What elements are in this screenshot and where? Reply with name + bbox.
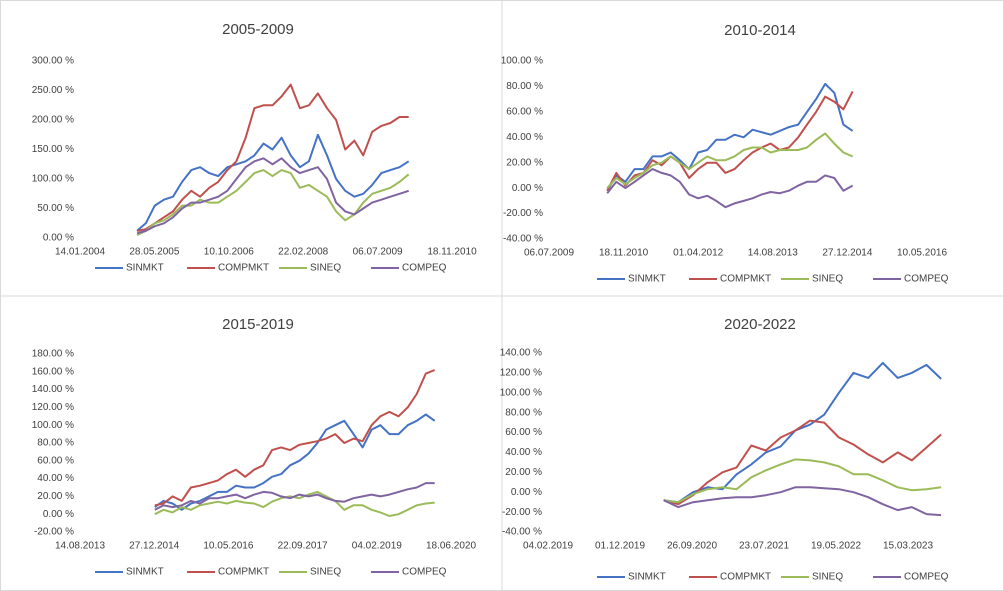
y-tick-label: 120.00 % [500,368,542,379]
chart-title: 2015-2019 [222,316,294,333]
series-line [136,157,410,235]
legend-label: COMPMKT [720,274,771,285]
y-tick-label: 0.00 % [43,233,74,244]
x-tick-label: 18.06.2020 [426,541,476,552]
series-line [663,458,942,504]
y-tick-label: 50.00 % [37,203,74,214]
y-tick-label: 40.00 % [505,447,542,458]
y-tick-label: 60.00 % [37,455,74,466]
y-tick-label: -20.00 % [502,507,542,518]
y-tick-label: 100.00 % [32,174,74,185]
legend-label: COMPEQ [402,263,447,274]
y-tick-label: 80.00 % [505,407,542,418]
y-tick-label: 60.00 % [505,427,542,438]
y-tick-label: -40.00 % [503,234,543,245]
legend-label: SINEQ [310,263,341,274]
x-tick-label: 04.02.2019 [523,541,573,552]
legend-label: SINMKT [628,274,666,285]
x-tick-label: 27.12.2014 [129,541,179,552]
x-tick-label: 01.04.2012 [673,248,723,259]
x-tick-label: 14.08.2013 [748,248,798,259]
legend-label: SINEQ [812,274,843,285]
legend-label: SINEQ [812,572,843,583]
y-tick-label: 80.00 % [37,438,74,449]
y-tick-label: 20.00 % [506,157,543,168]
y-tick-label: -20.00 % [503,208,543,219]
x-tick-label: 10.10.2006 [204,247,254,258]
y-tick-label: 0.00 % [512,183,543,194]
y-tick-label: 180.00 % [32,349,74,360]
series-line [663,419,942,506]
legend-label: COMPMKT [218,567,269,578]
y-tick-label: 20.00 % [505,467,542,478]
legend-label: SINEQ [310,567,341,578]
x-tick-label: 18.11.2010 [599,248,649,259]
series-line [663,486,942,517]
x-tick-label: 06.07.2009 [524,248,574,259]
series-line [606,91,854,192]
x-tick-label: 06.07.2009 [353,247,403,258]
series-line [136,83,409,232]
series-line [136,133,410,232]
y-tick-label: 60.00 % [506,106,543,117]
x-tick-label: 18.11.2010 [427,247,477,258]
x-tick-label: 15.03.2023 [883,541,933,552]
chart-title: 2005-2009 [222,21,294,38]
x-tick-label: 14.01.2004 [55,247,105,258]
series-line [154,482,435,511]
y-tick-label: 150.00 % [32,144,74,155]
legend-label: SINMKT [126,567,164,578]
y-tick-label: 160.00 % [32,366,74,377]
y-tick-label: 120.00 % [32,402,74,413]
x-tick-label: 23.07.2021 [739,541,789,552]
y-tick-label: -40.00 % [502,527,542,538]
x-tick-label: 28.05.2005 [129,247,179,258]
y-tick-label: 0.00 % [511,487,542,498]
legend-label: COMPEQ [904,274,949,285]
series-line [606,132,853,189]
x-tick-label: 26.09.2020 [667,541,717,552]
series-line [663,361,942,504]
legend-label: COMPMKT [218,263,269,274]
series-line [154,369,436,507]
x-tick-label: 10.05.2016 [203,541,253,552]
x-tick-label: 10.05.2016 [897,248,947,259]
series-line [154,413,436,511]
y-tick-label: 100.00 % [500,387,542,398]
x-tick-label: 19.05.2022 [811,541,861,552]
y-tick-label: 140.00 % [32,384,74,395]
y-tick-label: 40.00 % [506,132,543,143]
y-tick-label: 40.00 % [37,473,74,484]
x-tick-label: 27.12.2014 [822,248,872,259]
y-tick-label: 300.00 % [32,56,74,67]
y-tick-label: 140.00 % [500,348,542,359]
y-tick-label: 100.00 % [32,420,74,431]
legend-label: SINMKT [628,572,666,583]
legend-label: COMPEQ [402,567,447,578]
x-tick-label: 01.12.2019 [595,541,645,552]
y-tick-label: 250.00 % [32,85,74,96]
x-tick-label: 14.08.2013 [55,541,105,552]
y-tick-label: 80.00 % [506,81,543,92]
chart-title: 2020-2022 [724,316,796,333]
y-tick-label: 100.00 % [501,56,543,67]
series-line [606,168,854,209]
y-tick-label: 200.00 % [32,115,74,126]
series-line [136,169,410,237]
x-tick-label: 22.09.2017 [278,541,328,552]
legend-label: COMPMKT [720,572,771,583]
y-tick-label: 0.00 % [43,509,74,520]
chart-title: 2010-2014 [724,22,796,39]
legend-label: COMPEQ [904,572,949,583]
legend-label: SINMKT [126,263,164,274]
series-line [606,82,854,192]
y-tick-label: -20.00 % [34,527,74,538]
y-tick-label: 20.00 % [37,491,74,502]
x-tick-label: 22.02.2008 [278,247,328,258]
x-tick-label: 04.02.2019 [352,541,402,552]
